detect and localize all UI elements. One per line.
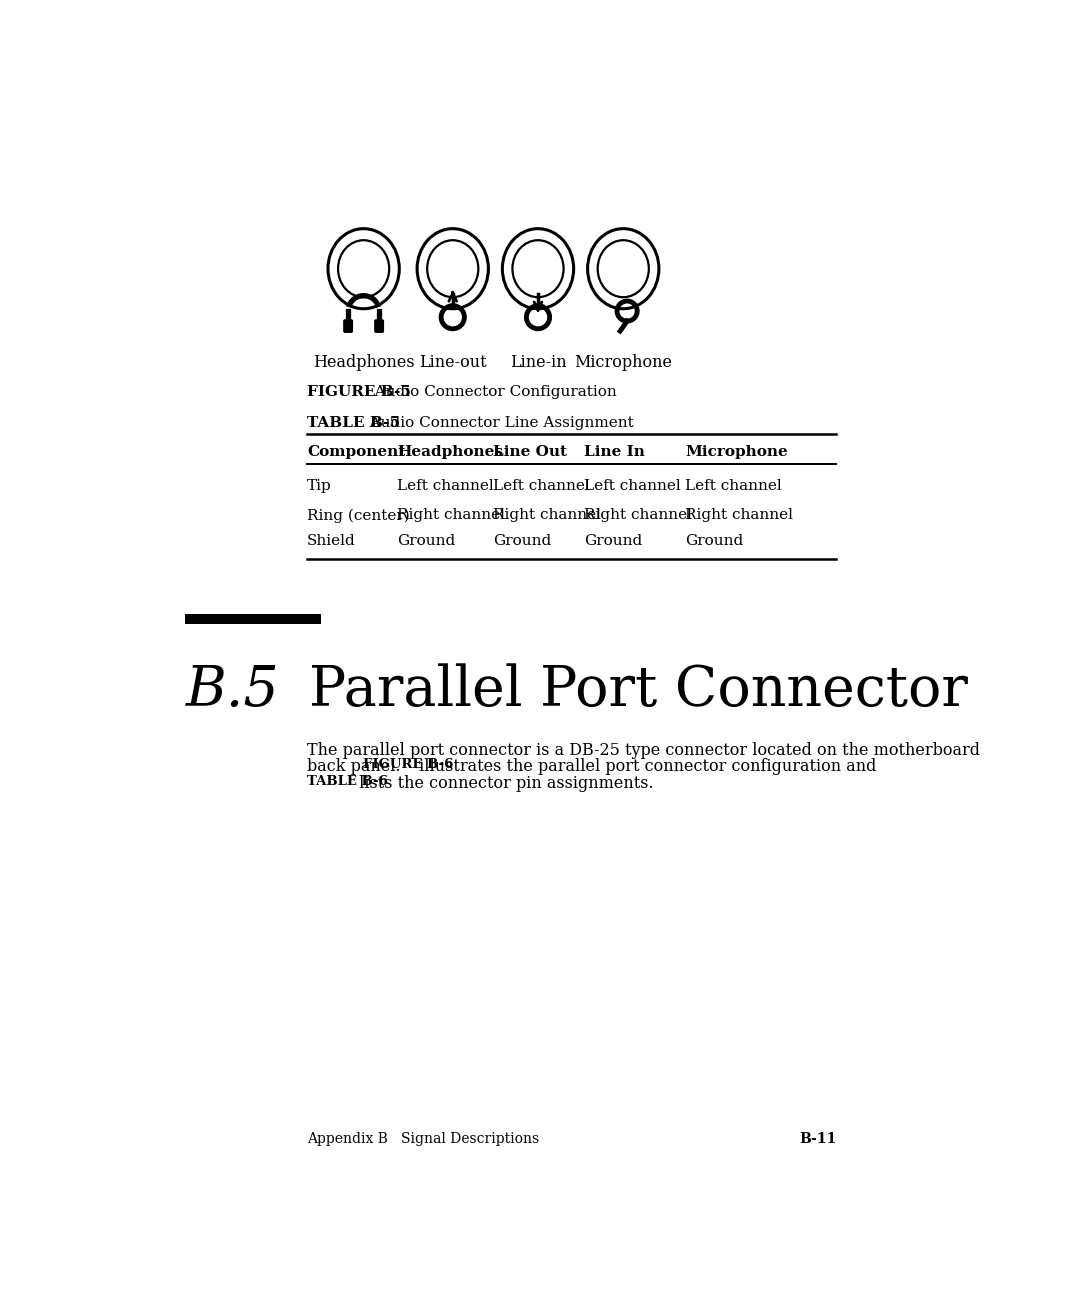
Text: Line-out: Line-out [419,354,487,371]
Text: Headphones: Headphones [397,445,503,459]
Text: Ground: Ground [584,534,643,548]
Text: TABLE B-6: TABLE B-6 [307,775,388,788]
Text: Right channel: Right channel [584,508,692,522]
Text: Appendix B   Signal Descriptions: Appendix B Signal Descriptions [307,1131,539,1146]
Text: B.5: B.5 [186,664,279,718]
Text: Ground: Ground [494,534,551,548]
Text: Microphone: Microphone [575,354,672,371]
Bar [186,614,321,623]
Text: Headphones: Headphones [313,354,415,371]
Text: TABLE B-5: TABLE B-5 [307,416,400,430]
Text: Right channel: Right channel [397,508,505,522]
FancyBboxPatch shape [375,320,383,332]
Text: Ring (center): Ring (center) [307,508,409,522]
Text: Line In: Line In [584,445,646,459]
Text: FIGURE B-6: FIGURE B-6 [363,758,454,771]
Text: Parallel Port Connector: Parallel Port Connector [309,664,969,718]
Text: Right channel: Right channel [494,508,602,522]
Text: Ground: Ground [397,534,455,548]
Text: Line Out: Line Out [494,445,567,459]
Text: Left channel: Left channel [584,480,681,492]
Text: Tip: Tip [307,480,332,492]
FancyBboxPatch shape [343,320,352,332]
Text: FIGURE B-5: FIGURE B-5 [307,385,410,399]
Text: lists the connector pin assignments.: lists the connector pin assignments. [353,775,653,792]
Text: Left channel: Left channel [685,480,782,492]
Text: Microphone: Microphone [685,445,788,459]
Text: Ground: Ground [685,534,743,548]
Text: back panel.: back panel. [307,758,406,775]
Text: Audio Connector Configuration: Audio Connector Configuration [360,385,617,399]
Text: Component: Component [307,445,405,459]
Text: Audio Connector Line Assignment: Audio Connector Line Assignment [355,416,634,430]
Text: illustrates the parallel port connector configuration and: illustrates the parallel port connector … [414,758,876,775]
Text: Left channel: Left channel [494,480,590,492]
Text: Left channel: Left channel [397,480,494,492]
Text: The parallel port connector is a DB-25 type connector located on the motherboard: The parallel port connector is a DB-25 t… [307,743,980,759]
Text: Line-in: Line-in [510,354,566,371]
Text: Shield: Shield [307,534,355,548]
Text: B-11: B-11 [799,1131,836,1146]
Text: Right channel: Right channel [685,508,793,522]
